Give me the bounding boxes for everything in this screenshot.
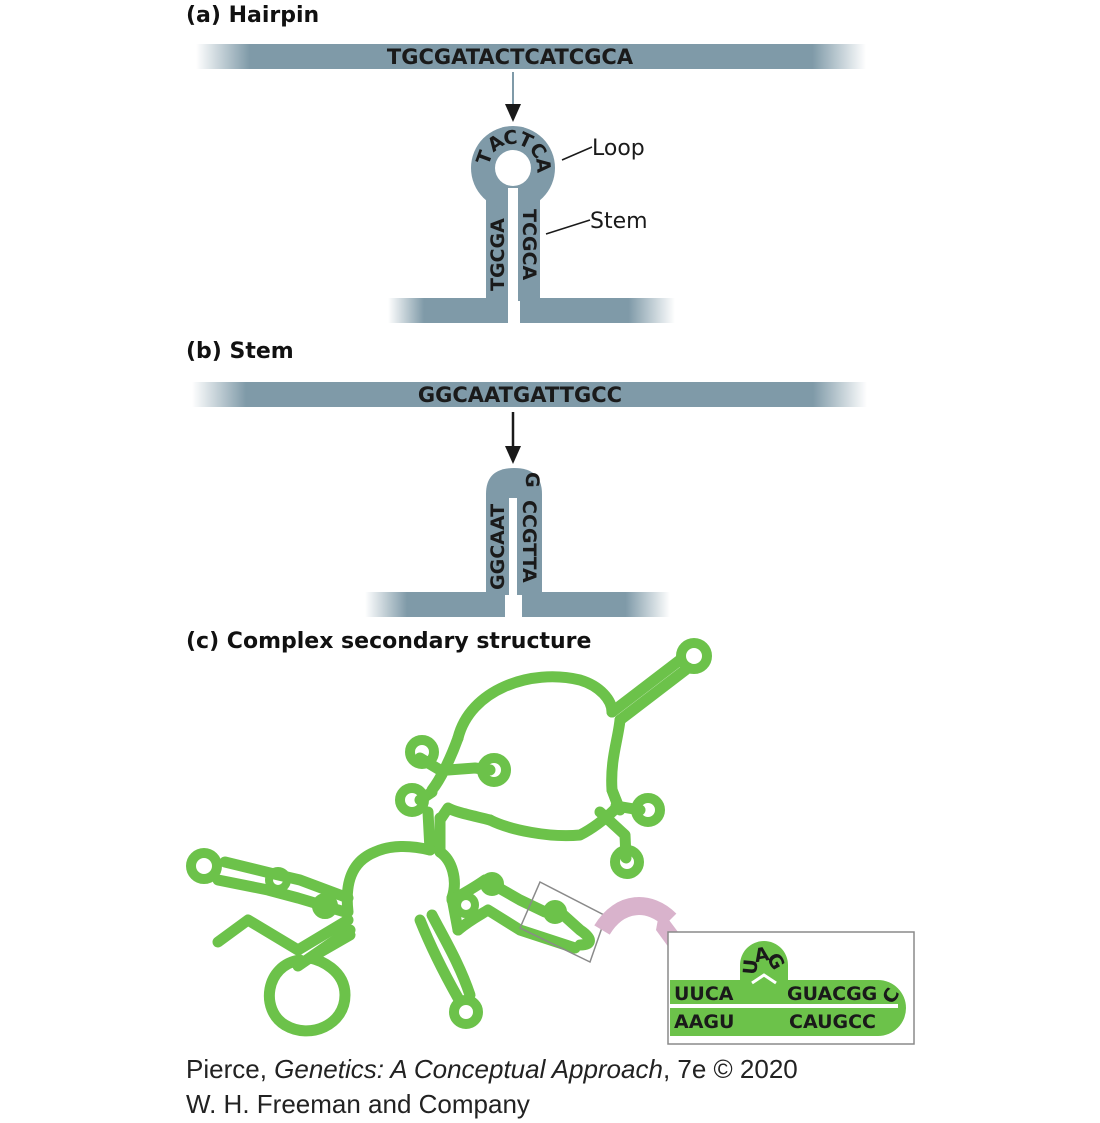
loop-letter: C	[502, 127, 518, 150]
panel-c-title: (c) Complex secondary structure	[186, 629, 591, 654]
sequence-b: GGCAATGATTGCC	[418, 383, 622, 407]
inset-detail: UUCA AAGU GUACGG CAUGCC UAG C	[667, 931, 915, 1045]
stem-leader-line	[545, 219, 591, 235]
credit-publisher: W. H. Freeman and Company	[186, 1089, 530, 1119]
inset-bulge-letter: A	[753, 943, 772, 967]
stem-structure	[365, 468, 670, 617]
stem-a-left-seq: TGCGA	[487, 218, 509, 291]
loop-letter: A	[531, 157, 554, 174]
stem-b-left-seq: GGCAAT	[487, 504, 509, 590]
dna-strand-b	[192, 382, 867, 407]
inset-bottom-left-seq: AAGU	[674, 1011, 734, 1033]
credit-author: Pierce,	[186, 1054, 274, 1084]
stem-b-right-seq: CCGTTA	[518, 500, 540, 583]
zoom-region-box	[519, 880, 607, 964]
inset-top-right-seq: GUACGG	[787, 983, 877, 1005]
loop-label: Loop	[592, 136, 645, 161]
stem-label: Stem	[590, 209, 648, 234]
hairpin-structure	[388, 126, 675, 323]
credit-edition: , 7e © 2020	[663, 1054, 798, 1084]
credit-line-1: Pierce, Genetics: A Conceptual Approach,…	[186, 1054, 798, 1084]
loop-letters: TACTCA	[472, 127, 554, 174]
loop-leader-line	[561, 146, 593, 161]
arrow-a-head	[505, 104, 521, 122]
panel-a-hairpin: (a) Hairpin TGCGATACTCATCGCA TGCGA TCGCA…	[186, 3, 866, 323]
rna-complex-structure	[186, 638, 712, 1037]
inset-bulge-letter: U	[739, 958, 762, 975]
inset-bottom-right-seq: CAUGCC	[789, 1011, 876, 1033]
sequence-a: TGCGATACTCATCGCA	[387, 45, 634, 69]
stem-b-top-letter: G	[521, 472, 543, 488]
panel-c-complex: (c) Complex secondary structure	[186, 629, 915, 1045]
stem-a-right-seq: TCGCA	[518, 209, 540, 280]
panel-b-title: (b) Stem	[186, 339, 294, 364]
arrow-b-head	[505, 446, 521, 464]
panel-a-title: (a) Hairpin	[186, 3, 319, 28]
panel-b-stem: (b) Stem GGCAATGATTGCC G GGCAAT CCGTTA	[186, 339, 867, 617]
inset-top-left-seq: UUCA	[674, 983, 734, 1005]
credit-book: Genetics: A Conceptual Approach	[274, 1054, 663, 1084]
dna-strand-a	[196, 44, 866, 69]
